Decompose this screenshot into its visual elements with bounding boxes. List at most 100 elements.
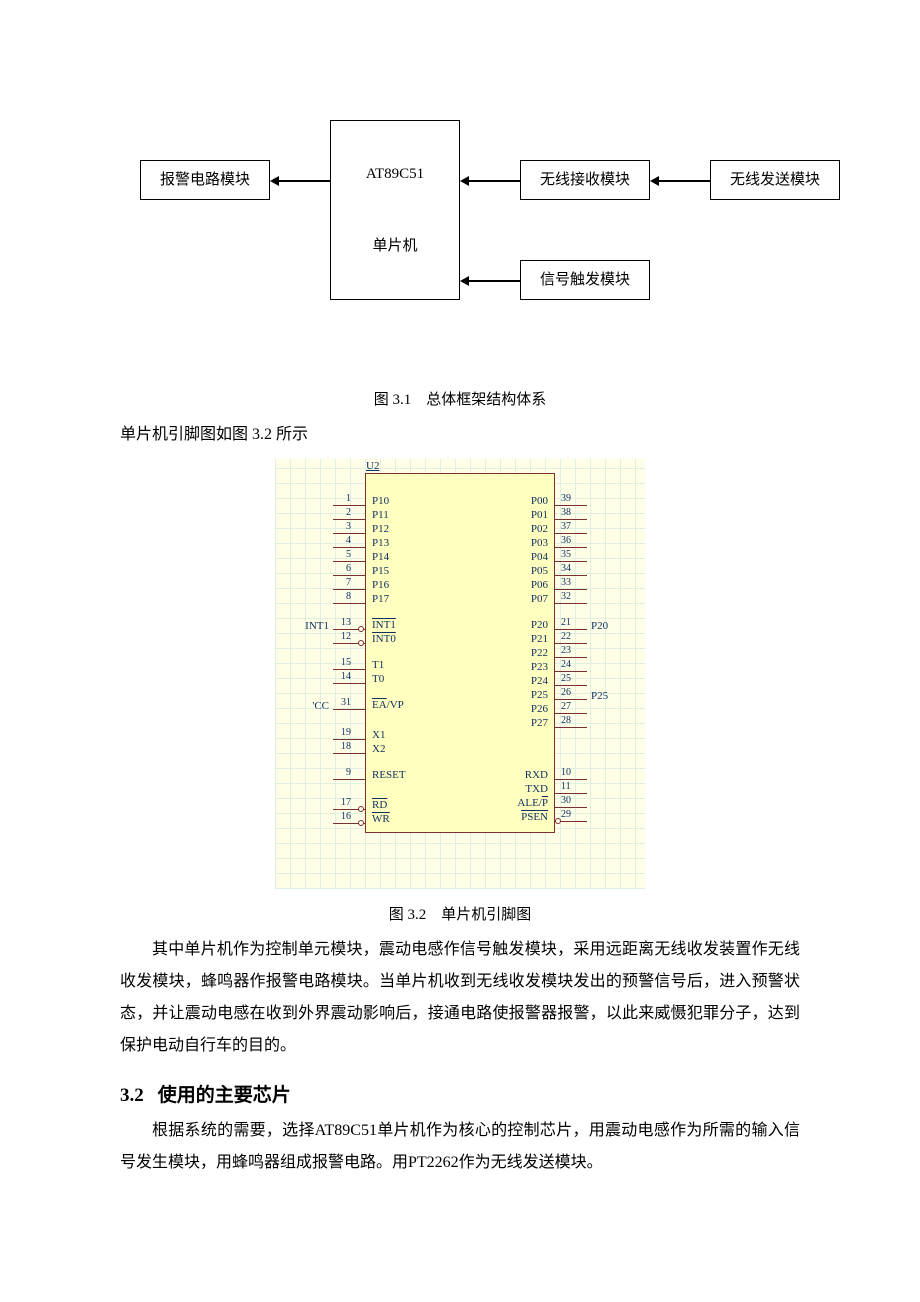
pin-p00-label: P00 — [531, 495, 548, 507]
section-number: 3.2 — [120, 1085, 144, 1106]
pin-34-stub — [555, 575, 587, 576]
pin-8-number: 8 — [337, 591, 351, 602]
pin-16-neg-icon — [358, 820, 364, 826]
pinout-reference-line: 单片机引脚图如图 3.2 所示 — [120, 419, 800, 451]
pin-psen-label: PSEN — [521, 811, 548, 823]
pin-p16-label: P16 — [372, 579, 389, 591]
pin-t1-label: T1 — [372, 659, 384, 671]
pin-ea/vp-label: EA/VP — [372, 699, 404, 711]
block-alarm: 报警电路模块 — [140, 160, 270, 200]
block-tx: 无线发送模块 — [710, 160, 840, 200]
pin-5-number: 5 — [337, 549, 351, 560]
pin-13-ext-label: INT1 — [305, 620, 329, 632]
pin-10-stub — [555, 779, 587, 780]
arrow-1-head — [460, 176, 469, 186]
pin-36-stub — [555, 547, 587, 548]
arrow-1-line — [469, 180, 520, 182]
pin-17-neg-icon — [358, 806, 364, 812]
pin-6-stub — [333, 575, 365, 576]
pin-17-number: 17 — [337, 797, 351, 808]
pin-3-stub — [333, 533, 365, 534]
pin-p03-label: P03 — [531, 537, 548, 549]
pin-25-number: 25 — [561, 673, 571, 684]
pin-23-stub — [555, 657, 587, 658]
pin-int0-label: INT0 — [372, 633, 396, 645]
pin-18-number: 18 — [337, 741, 351, 752]
pin-32-stub — [555, 603, 587, 604]
pin-p15-label: P15 — [372, 565, 389, 577]
figure-3-2-caption: 图 3.2 单片机引脚图 — [120, 903, 800, 924]
chip-designator: U2 — [366, 460, 379, 472]
chip-body: U2 P10P11P12P13P14P15P16P17INT1INT0T1T0E… — [365, 473, 555, 833]
pin-19-stub — [333, 739, 365, 740]
pin-35-stub — [555, 561, 587, 562]
block-trigger-label: 信号触发模块 — [540, 268, 630, 292]
pin-p27-label: P27 — [531, 717, 548, 729]
pin-38-stub — [555, 519, 587, 520]
pin-12-number: 12 — [337, 631, 351, 642]
pin-t0-label: T0 — [372, 673, 384, 685]
pin-31-ext-label: 'CC — [312, 700, 329, 712]
pin-p13-label: P13 — [372, 537, 389, 549]
pin-p06-label: P06 — [531, 579, 548, 591]
pin-p21-label: P21 — [531, 633, 548, 645]
pin-p07-label: P07 — [531, 593, 548, 605]
section-3-2-heading: 3.2 使用的主要芯片 — [120, 1080, 800, 1107]
pin-39-stub — [555, 505, 587, 506]
pin-22-stub — [555, 643, 587, 644]
pin-21-stub — [555, 629, 587, 630]
pin-10-number: 10 — [561, 767, 571, 778]
block-rx: 无线接收模块 — [520, 160, 650, 200]
pin-int1-label: INT1 — [372, 619, 396, 631]
pin-4-stub — [333, 547, 365, 548]
pin-p01-label: P01 — [531, 509, 548, 521]
block-mcu: AT89C51单片机 — [330, 120, 460, 300]
pinout-diagram: U2 P10P11P12P13P14P15P16P17INT1INT0T1T0E… — [275, 459, 645, 889]
pin-x2-label: X2 — [372, 743, 385, 755]
pin-32-number: 32 — [561, 591, 571, 602]
block-alarm-label: 报警电路模块 — [160, 168, 250, 192]
pinout-wrapper: U2 P10P11P12P13P14P15P16P17INT1INT0T1T0E… — [120, 459, 800, 889]
block-rx-label: 无线接收模块 — [540, 168, 630, 192]
arrow-2-line — [659, 180, 710, 182]
pin-2-number: 2 — [337, 507, 351, 518]
pin-22-number: 22 — [561, 631, 571, 642]
pin-31-number: 31 — [337, 697, 351, 708]
pin-2-stub — [333, 519, 365, 520]
pin-1-number: 1 — [337, 493, 351, 504]
pin-14-stub — [333, 683, 365, 684]
paragraph-2: 根据系统的需要，选择AT89C51单片机作为核心的控制芯片，用震动电感作为所需的… — [120, 1115, 800, 1179]
pin-p23-label: P23 — [531, 661, 548, 673]
pin-p11-label: P11 — [372, 509, 389, 521]
pin-x1-label: X1 — [372, 729, 385, 741]
pin-18-stub — [333, 753, 365, 754]
arrow-3-head — [460, 276, 469, 286]
arrow-3-line — [469, 280, 520, 282]
pin-27-stub — [555, 713, 587, 714]
pin-13-number: 13 — [337, 617, 351, 628]
pin-36-number: 36 — [561, 535, 571, 546]
pin-14-number: 14 — [337, 671, 351, 682]
pin-rd-label: RD — [372, 799, 387, 811]
pin-8-stub — [333, 603, 365, 604]
pin-21-number: 21 — [561, 617, 571, 628]
pin-15-number: 15 — [337, 657, 351, 668]
pin-37-number: 37 — [561, 521, 571, 532]
pin-13-neg-icon — [358, 626, 364, 632]
pin-p12-label: P12 — [372, 523, 389, 535]
pin-28-stub — [555, 727, 587, 728]
pin-21-ext-label: P20 — [591, 620, 608, 632]
pin-9-stub — [333, 779, 365, 780]
section-title: 使用的主要芯片 — [158, 1085, 291, 1106]
pin-reset-label: RESET — [372, 769, 406, 781]
pin-5-stub — [333, 561, 365, 562]
pin-p04-label: P04 — [531, 551, 548, 563]
pin-30-number: 30 — [561, 795, 571, 806]
pin-p17-label: P17 — [372, 593, 389, 605]
pin-26-stub — [555, 699, 587, 700]
pin-3-number: 3 — [337, 521, 351, 532]
pin-26-number: 26 — [561, 687, 571, 698]
pin-19-number: 19 — [337, 727, 351, 738]
figure-3-1-caption: 图 3.1 总体框架结构体系 — [120, 388, 800, 409]
pin-p02-label: P02 — [531, 523, 548, 535]
